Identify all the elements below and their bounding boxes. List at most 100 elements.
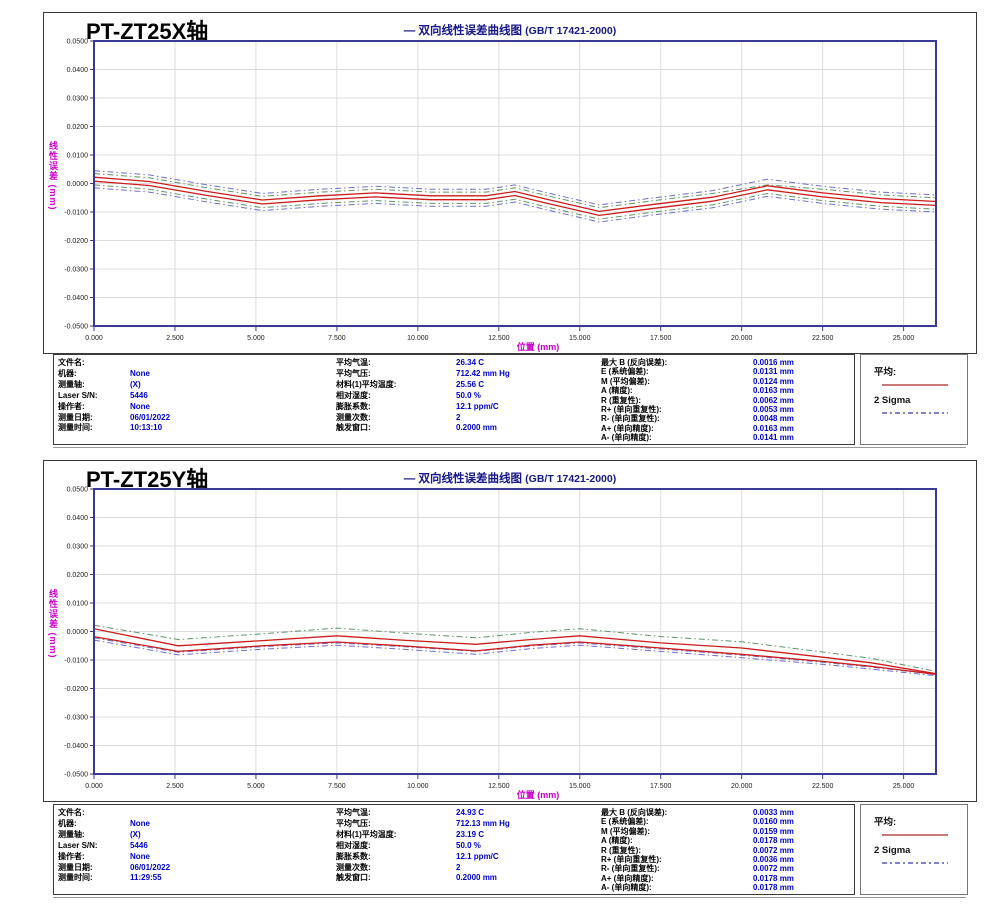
y-tick-label: 0.0100 — [67, 153, 89, 160]
info-row: R+ (单向重复性): 0.0036 mm — [601, 855, 794, 864]
info-value: 712.42 mm Hg — [456, 368, 510, 378]
info-value: None — [130, 401, 150, 411]
info-label: R+ (单向重复性): — [601, 405, 662, 415]
info-row: 平均气压: 712.42 mm Hg — [336, 369, 510, 380]
info-value: 10:13:10 — [130, 423, 163, 433]
info-row: 测量次数: 2 — [336, 413, 510, 424]
x-tick-label: 15.000 — [569, 783, 591, 790]
x-tick-label: 0.000 — [85, 783, 103, 790]
y-tick-label: -0.0300 — [64, 267, 88, 274]
series-2sigma-lower-green — [93, 184, 937, 220]
y-axis-label: 线性误差 (mm) — [48, 141, 58, 211]
x-tick-label: 17.500 — [650, 783, 672, 790]
info-table-right: 最大 B (反向误差): 0.0016 mm E (系统偏差): 0.0131 mm M… — [601, 358, 794, 443]
error-plot-x: 0.000 2.500 5.000 7.500 10.000 12.500 15.000 17… — [64, 39, 937, 342]
legend-mean-label: 平均: — [874, 817, 897, 828]
info-value: 0.0016 mm — [753, 358, 794, 367]
info-value: None — [130, 368, 150, 378]
info-label: E (系统偏差): — [601, 817, 649, 827]
info-value: 0.0163 mm — [753, 423, 794, 433]
info-row: 触发窗口: 0.2000 mm — [336, 873, 510, 884]
legend-box-x: 平均: 2 Sigma — [860, 354, 968, 445]
info-label: A+ (单向精度): — [601, 873, 654, 883]
info-value: 50.0 % — [456, 390, 481, 400]
y-tick-label: 0.0400 — [67, 67, 89, 74]
info-value: 0.0036 mm — [753, 855, 794, 865]
info-row: R- (单向重复性): 0.0048 mm — [601, 414, 794, 423]
info-row: A (精度): 0.0163 mm — [601, 386, 794, 395]
y-tick-label: 0.0000 — [67, 181, 89, 188]
info-row: R (重复性): 0.0062 mm — [601, 396, 794, 405]
info-value: 0.0072 mm — [753, 864, 794, 874]
info-value: 0.0124 mm — [753, 376, 794, 386]
info-label: 文件名: — [58, 808, 85, 817]
legend-mean-line — [882, 834, 948, 836]
chart-title-standard: (GB/T 17421-2000) — [525, 473, 617, 485]
legend-mean-label: 平均: — [874, 367, 897, 378]
info-value: 0.0159 mm — [753, 826, 794, 836]
info-row: A+ (单向精度): 0.0178 mm — [601, 874, 794, 883]
info-box-y: 文件名: 机器: None 测量轴: (X) Laser S/N: 5446 操作者: None… — [53, 804, 855, 895]
x-axis-label: 位置 (mm) — [516, 342, 560, 352]
y-tick-label: -0.0400 — [64, 743, 88, 750]
info-value: 0.0131 mm — [753, 367, 794, 377]
info-table-right: 最大 B (反向误差): 0.0033 mm E (系统偏差): 0.0160 mm M… — [601, 808, 794, 893]
info-table-left: 文件名: 机器: None 测量轴: (X) Laser S/N: 5446 操作者: None… — [58, 358, 170, 434]
info-value: 5446 — [130, 840, 148, 850]
series-2sigma-lower-blue — [93, 187, 937, 223]
info-value: None — [130, 818, 150, 828]
info-value: 0.2000 mm — [456, 423, 497, 433]
info-value: 12.1 ppm/C — [456, 401, 499, 411]
info-row: 触发窗口: 0.2000 mm — [336, 423, 510, 434]
info-label: 相对湿度: — [336, 390, 371, 400]
info-value: 0.0178 mm — [753, 873, 794, 883]
info-row: 机器: None — [58, 819, 170, 830]
chart-title-y: — 双向线性误差曲线图 (GB/T 17421-2000) — [44, 470, 976, 486]
y-tick-label: 0.0200 — [67, 572, 89, 579]
info-value: 5446 — [130, 390, 148, 400]
info-row: Laser S/N: 5446 — [58, 391, 170, 402]
info-value: 0.0141 mm — [753, 433, 794, 443]
info-value: 24.93 C — [456, 808, 485, 817]
info-label: Laser S/N: — [58, 840, 98, 850]
info-row: 相对湿度: 50.0 % — [336, 841, 510, 852]
info-row: 材料(1)平均温度: 23.19 C — [336, 830, 510, 841]
x-tick-label: 7.500 — [328, 783, 346, 790]
info-row: E (系统偏差): 0.0160 mm — [601, 817, 794, 826]
info-row: 测量次数: 2 — [336, 863, 510, 874]
series-2sigma-mid-blue — [93, 637, 937, 675]
info-label: A (精度): — [601, 386, 633, 396]
y-tick-label: 0.0400 — [67, 515, 89, 522]
legend-sigma-line — [882, 862, 948, 864]
x-tick-label: 10.000 — [407, 783, 429, 790]
legend-mean-line — [882, 384, 948, 386]
info-row: A- (单向精度): 0.0141 mm — [601, 433, 794, 442]
info-value: 0.0072 mm — [753, 845, 794, 855]
x-tick-label: 2.500 — [166, 335, 184, 342]
info-row: R (重复性): 0.0072 mm — [601, 846, 794, 855]
info-label: A+ (单向精度): — [601, 423, 654, 433]
info-value: 11:29:55 — [130, 873, 162, 883]
info-label: R (重复性): — [601, 845, 641, 855]
y-tick-label: 0.0300 — [67, 544, 89, 551]
y-tick-label: 0.0300 — [67, 96, 89, 103]
info-label: A- (单向精度): — [601, 883, 652, 893]
info-value: 12.1 ppm/C — [456, 851, 499, 861]
info-label: 材料(1)平均温度: — [336, 379, 397, 389]
plot-border — [93, 40, 937, 327]
info-table-mid: 平均气温: 24.93 C 平均气压: 712.13 mm Hg 材料(1)平均温度: 2… — [336, 808, 510, 884]
info-value: 2 — [456, 412, 461, 422]
x-tick-label: 5.000 — [247, 335, 265, 342]
x-tick-label: 20.000 — [731, 783, 753, 790]
info-label: 测量日期: — [58, 862, 93, 872]
info-value: 23.19 C — [456, 829, 485, 839]
info-label: 机器: — [58, 818, 77, 828]
info-label: 材料(1)平均温度: — [336, 829, 397, 839]
info-value: (X) — [130, 379, 141, 389]
info-row: M (平均偏差): 0.0159 mm — [601, 827, 794, 836]
info-label: 最大 B (反向误差): — [601, 808, 668, 817]
info-value: 25.56 C — [456, 379, 485, 389]
info-value: None — [130, 851, 150, 861]
info-label: R+ (单向重复性): — [601, 855, 662, 865]
